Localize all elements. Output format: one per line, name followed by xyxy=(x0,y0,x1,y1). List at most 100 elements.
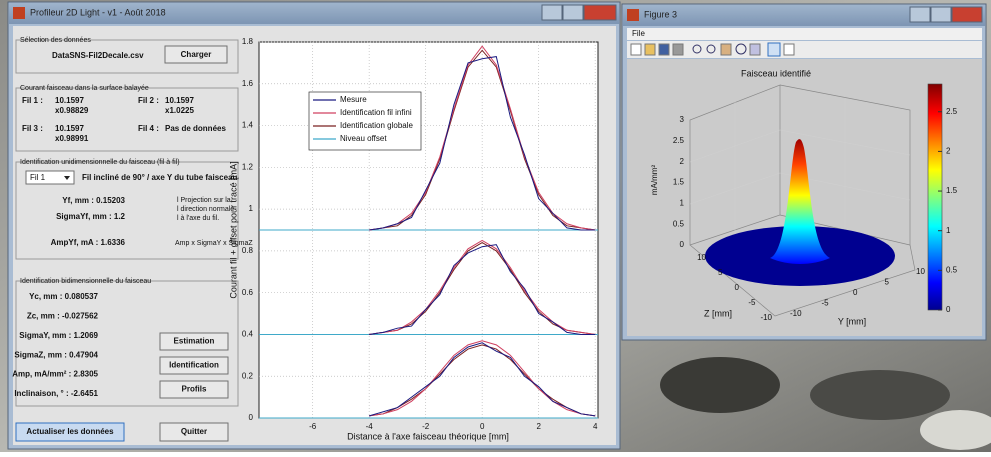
y-tick-label: 0.2 xyxy=(242,371,254,380)
tool-icon[interactable] xyxy=(720,43,732,56)
app-icon xyxy=(627,9,639,21)
curve xyxy=(369,45,596,231)
window-title: Figure 3 xyxy=(644,9,677,19)
tool-icon[interactable] xyxy=(672,43,684,56)
group-box xyxy=(15,87,239,152)
tool-icon[interactable] xyxy=(644,43,656,56)
y-tick-label: -10 xyxy=(790,309,802,318)
colorbar-tick-label: 0.5 xyxy=(946,265,958,274)
file-name: DataSNS-Fil2Decale.csv xyxy=(52,51,144,60)
wire-factor: x1.0225 xyxy=(165,106,194,115)
result-sigma: SigmaYf, mm : 1.2 xyxy=(56,212,125,221)
x-tick-label: 0 xyxy=(480,422,485,431)
minimize-button[interactable] xyxy=(909,6,931,23)
curve xyxy=(369,56,596,231)
action-button[interactable] xyxy=(159,380,229,399)
curve xyxy=(369,340,596,417)
x-tick-label: -10 xyxy=(760,313,772,322)
y-tick-label: 0.8 xyxy=(242,246,254,255)
tool-icon[interactable] xyxy=(749,43,761,56)
y-tick-label: 1.2 xyxy=(242,162,254,171)
result-yf: Yf, mm : 0.15203 xyxy=(62,196,125,205)
colorbar-tick-label: 2.5 xyxy=(946,107,958,116)
dropdown[interactable] xyxy=(25,170,75,185)
x-tick-label: 0 xyxy=(735,283,740,292)
legend-entry: Mesure xyxy=(340,95,367,104)
action-button[interactable] xyxy=(159,356,229,375)
tool-icon[interactable] xyxy=(783,43,795,56)
photo-shape xyxy=(810,370,950,420)
z-tick-label: 2.5 xyxy=(673,136,685,145)
z-tick-label: 2 xyxy=(680,157,685,166)
y-tick-label: 1.4 xyxy=(242,121,254,130)
button-label: Profils xyxy=(182,385,207,394)
x-tick-label: 10 xyxy=(697,253,706,262)
z-tick-label: 1.5 xyxy=(673,178,685,187)
tool-icon[interactable] xyxy=(658,43,670,56)
title-bar xyxy=(9,3,619,24)
colorbar-tick-label: 1.5 xyxy=(946,186,958,195)
legend-entry: Identification globale xyxy=(340,121,413,130)
result: SigmaY, mm : 1.2069 xyxy=(19,331,98,340)
y-axis-label: Y [mm] xyxy=(838,316,866,326)
group-label: Identification unidimensionnelle du fais… xyxy=(20,159,180,166)
description: Fil incliné de 90° / axe Y du tube faisc… xyxy=(82,173,238,182)
button-label: Quitter xyxy=(181,427,207,436)
y-tick-label: 0 xyxy=(249,413,254,422)
y-axis-label: Courant fil + offset pour tracé [mA] xyxy=(228,161,238,298)
menu-bar xyxy=(627,28,982,40)
maximize-button[interactable] xyxy=(562,4,584,21)
tool-icon[interactable] xyxy=(692,44,702,54)
curve xyxy=(369,239,596,335)
curve xyxy=(369,244,596,335)
wire-value: 10.1597 xyxy=(165,96,194,105)
dropdown-value: Fil 1 xyxy=(30,173,46,182)
z-tick-label: 3 xyxy=(680,115,685,124)
colorbar xyxy=(927,83,943,311)
y-tick-label: 1.8 xyxy=(242,37,254,46)
z-tick-label: 0.5 xyxy=(673,219,685,228)
window-title: Profileur 2D Light - v1 - Août 2018 xyxy=(30,7,166,17)
minimize-button[interactable] xyxy=(541,4,563,21)
toolbar-icons xyxy=(630,42,795,57)
x-tick-label: 2 xyxy=(536,422,541,431)
amp-note: Amp x SigmaY x SigmaZ xyxy=(175,240,253,247)
close-button[interactable] xyxy=(951,6,983,23)
plot-title: Faisceau identifié xyxy=(741,68,811,78)
x-tick-label: 4 xyxy=(593,422,598,431)
y-tick-label: 0.4 xyxy=(242,330,254,339)
action-button[interactable] xyxy=(159,332,229,351)
close-button[interactable] xyxy=(583,4,617,21)
y-tick-label: -5 xyxy=(822,299,830,308)
wire-label: Fil 4 : xyxy=(138,124,159,133)
quit-button[interactable] xyxy=(159,422,229,442)
wire-label: Fil 2 : xyxy=(138,96,159,105)
result: Inclinaison, ° : -2.6451 xyxy=(14,389,98,398)
y-tick-label: 0.6 xyxy=(242,288,254,297)
result: SigmaZ, mm : 0.47904 xyxy=(14,350,98,359)
curve xyxy=(369,241,596,335)
tool-icon[interactable] xyxy=(630,43,642,56)
tool-icon[interactable] xyxy=(767,42,781,57)
group-box xyxy=(15,280,239,407)
maximize-button[interactable] xyxy=(930,6,952,23)
x-tick-label: 5 xyxy=(718,268,723,277)
surface-peak xyxy=(770,139,830,264)
grid xyxy=(689,98,911,233)
wire-label: Fil 3 : xyxy=(22,124,43,133)
load-button[interactable] xyxy=(164,45,228,64)
curve xyxy=(369,344,596,417)
y-tick-label: 1 xyxy=(249,204,254,213)
tool-icon[interactable] xyxy=(706,44,716,54)
button-label: Charger xyxy=(181,50,212,59)
z-axis-label: mA/mm² xyxy=(650,165,659,196)
group-label: Courant faisceau dans la surface balayée xyxy=(20,85,149,92)
photo-shape xyxy=(660,357,780,413)
floor xyxy=(689,244,916,317)
group-label: Identification bidimensionnelle du faisc… xyxy=(20,278,151,285)
photo-shape xyxy=(920,410,991,450)
menu-file[interactable]: File xyxy=(632,29,645,38)
main-window: Profileur 2D Light - v1 - Août 2018 Séle… xyxy=(7,1,621,450)
refresh-button[interactable] xyxy=(15,422,125,442)
tool-icon[interactable] xyxy=(735,43,747,55)
